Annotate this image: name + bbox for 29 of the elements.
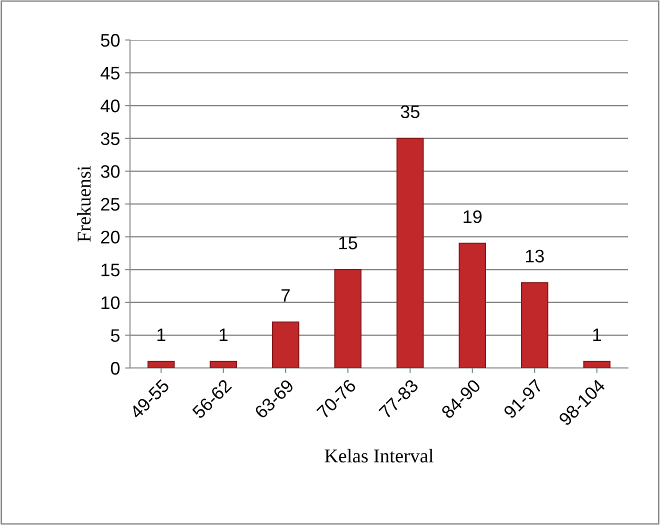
bar <box>396 138 424 368</box>
data-label: 19 <box>464 210 482 224</box>
data-label: 35 <box>400 105 420 118</box>
y-tick-label: 5 <box>110 329 120 342</box>
y-tick-label: 50 <box>100 34 120 47</box>
data-label: 15 <box>339 236 358 250</box>
x-axis-title: Kelas Interval <box>324 448 434 462</box>
y-tick-label: 35 <box>100 132 120 146</box>
bar <box>147 360 175 368</box>
data-label: 1 <box>593 328 602 342</box>
y-tick-label: 20 <box>101 230 120 244</box>
y-tick-label: 30 <box>100 165 120 178</box>
y-tick-label: 0 <box>110 362 120 375</box>
data-label: 1 <box>157 328 166 342</box>
bar <box>272 322 300 368</box>
bar <box>334 269 362 368</box>
bar <box>210 360 237 368</box>
bar <box>583 360 610 368</box>
data-label: 1 <box>220 328 228 342</box>
data-label: 7 <box>282 289 290 302</box>
y-tick-label: 10 <box>102 296 120 310</box>
bar <box>458 242 486 368</box>
bar <box>520 282 548 368</box>
y-tick-label: 15 <box>102 264 120 276</box>
data-label: 13 <box>526 250 544 262</box>
y-tick-label: 40 <box>100 100 120 112</box>
y-tick-label: 25 <box>101 198 120 211</box>
y-tick-label: 45 <box>100 66 120 80</box>
y-axis-title: Frekuensi <box>77 166 91 242</box>
